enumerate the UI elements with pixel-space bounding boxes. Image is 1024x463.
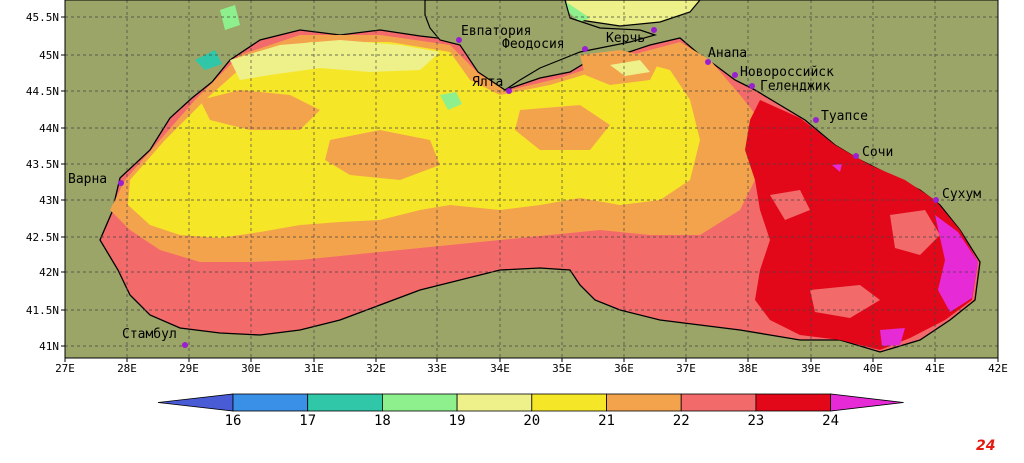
colorbar-tick-label: 18 [374,413,391,429]
longitude-axis: 27E 28E 29E 30E 31E 32E 33E 34E 35E 36E 37E 38E 39E 4… [55,358,1008,375]
city-marker [118,180,124,186]
colorbar: 16 17 18 19 20 21 22 23 24 [157,393,904,429]
sea-patch-19-20 [230,40,440,80]
lon-tick-label: 32E [366,362,386,375]
city-label: Сухум [942,187,981,202]
azov-sea-patch [566,2,590,22]
lon-tick-label: 31E [304,362,324,375]
lon-tick-label: 34E [490,362,510,375]
lon-tick-label: 38E [738,362,758,375]
colorbar-segment [456,393,533,412]
lat-tick-label: 45N [39,49,59,62]
sea-patch-21-22 [515,105,610,150]
colorbar-segment [606,393,682,412]
city-label: Туапсе [821,109,868,124]
map-frame [64,0,999,359]
sea-patch-above-24 [880,328,905,346]
lat-tick-label: 43N [39,194,59,207]
city-label: Ялта [472,75,503,90]
lat-tick-label: 42N [39,266,59,279]
lat-tick-label: 41.5N [26,304,59,317]
city-marker [933,197,939,203]
lon-tick-label: 35E [552,362,572,375]
lon-tick-label: 40E [863,362,883,375]
lon-tick-label: 33E [427,362,447,375]
lon-tick-label: 37E [676,362,696,375]
lon-tick-label: 39E [801,362,821,375]
sea-patch-22-23 [890,210,940,255]
sea-patch-18-19 [220,5,240,30]
lat-tick-label: 43.5N [26,158,59,171]
sea-zone-23-24 [745,100,978,350]
city-marker [749,83,755,89]
colorbar-tick-label: 21 [598,413,615,429]
city-label: Геленджик [760,79,831,94]
city-label: Керчь [606,31,645,46]
lon-tick-label: 36E [614,362,634,375]
city-label: Евпатория [461,24,531,39]
colorbar-tick-label: 19 [449,413,466,429]
city-marker [651,27,657,33]
city-marker [813,117,819,123]
city-marker [853,153,859,159]
lat-tick-label: 41N [39,340,59,353]
lat-tick-label: 45.5N [26,11,59,24]
sea-zone-above-24 [935,215,978,312]
city-label: Феодосия [502,37,565,52]
sea-patch-21-22 [200,90,320,130]
colorbar-tick-label: 20 [523,413,540,429]
lat-tick-label: 44.5N [26,85,59,98]
city-marker [182,342,188,348]
colorbar-segment [381,393,458,412]
colorbar-tick-label: 23 [747,413,764,429]
channel-logo: 24 [976,438,995,454]
city-marker [732,72,738,78]
colorbar-tick-label: 24 [822,413,839,429]
city-marker [506,88,512,94]
colorbar-arrow-low [157,393,234,412]
crimea-land [424,0,658,91]
colorbar-segment [755,393,832,412]
sea-patch-21-22 [325,130,440,180]
city-label: Анапа [708,46,747,61]
city-label: Сочи [862,145,893,160]
colorbar-tick-label: 17 [299,413,316,429]
lon-tick-label: 30E [241,362,261,375]
colorbar-arrow-high [830,393,904,412]
sea-patch-19-20 [610,60,650,76]
lon-tick-label: 42E [988,362,1008,375]
city-marker [705,59,711,65]
colorbar-segment [232,393,309,412]
city-label: Новороссийск [740,65,834,80]
lon-tick-label: 29E [179,362,199,375]
latitude-axis: 45.5N 45N 44.5N 44N 43.5N 43N 42.5N 42N 41.5N 41N [26,11,65,353]
colorbar-segment [680,393,757,412]
lon-tick-label: 27E [55,362,75,375]
sea-patch-18-19 [440,92,462,110]
city-marker [582,46,588,52]
colorbar-tick-label: 16 [225,413,242,429]
city-marker [456,37,462,43]
colorbar-tick-label: 22 [673,413,690,429]
sea-patch-22-23 [770,190,810,220]
sea-patch-above-24 [832,164,842,172]
colorbar-segment [531,393,607,412]
city-label: Варна [68,172,107,187]
lon-tick-label: 28E [117,362,137,375]
city-label: Стамбул [122,327,177,342]
colorbar-segment [307,393,383,412]
lon-tick-label: 41E [925,362,945,375]
lat-tick-label: 42.5N [26,231,59,244]
lat-tick-label: 44N [39,122,59,135]
